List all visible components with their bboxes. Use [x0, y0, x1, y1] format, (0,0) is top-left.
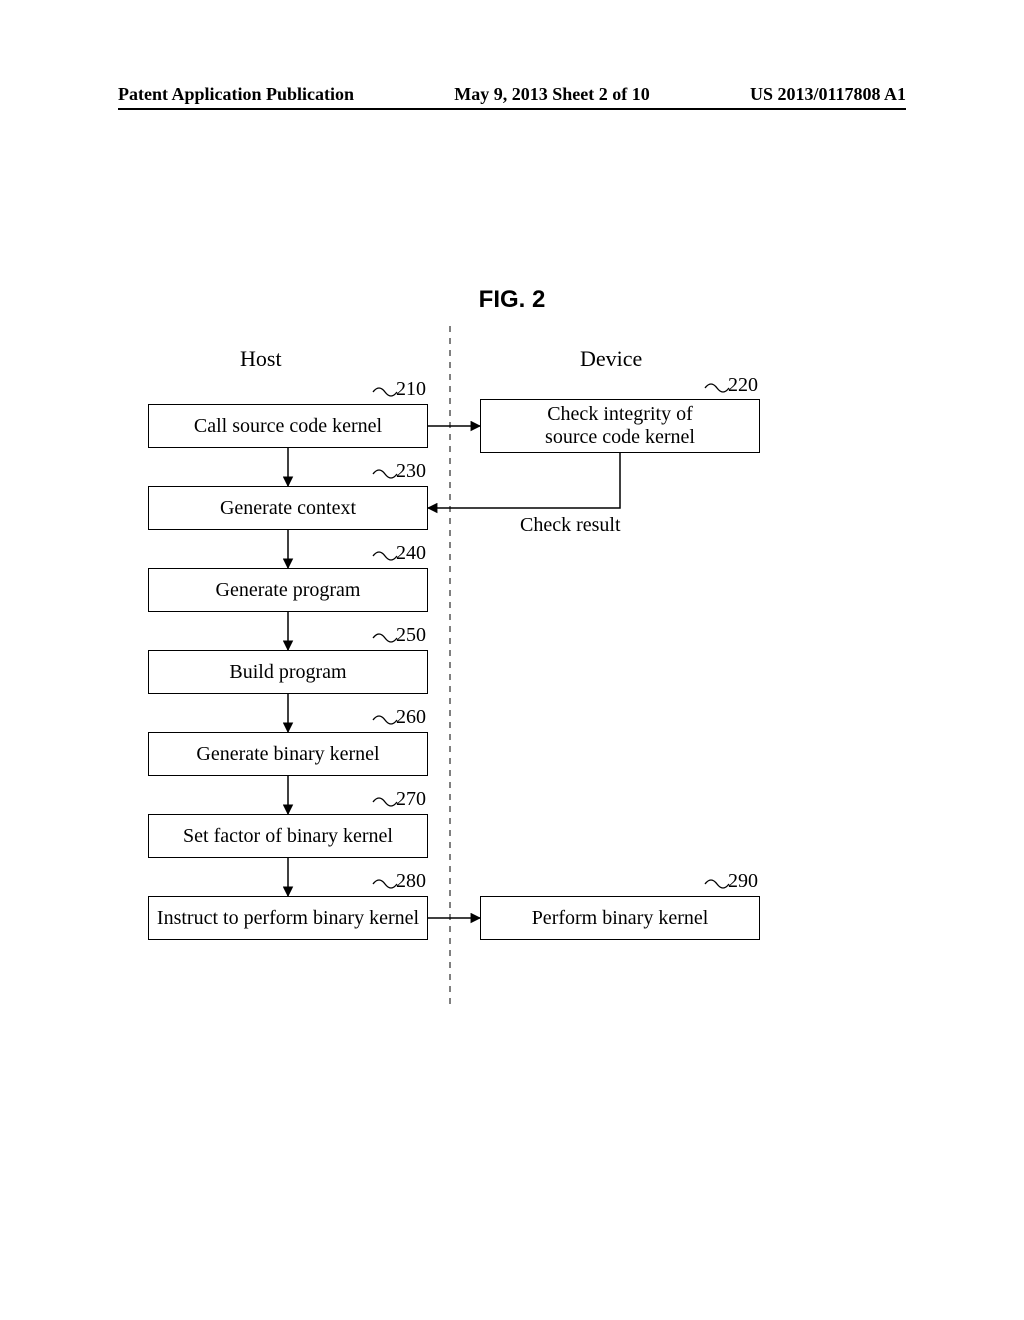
figure-title: FIG. 2 [0, 286, 1024, 314]
flowchart: Host Device Call source code kernel Gene… [130, 326, 894, 1036]
header-left: Patent Application Publication [118, 84, 354, 105]
header-right: US 2013/0117808 A1 [750, 84, 906, 105]
page-header: Patent Application Publication May 9, 20… [0, 84, 1024, 105]
flowchart-arrows [130, 326, 894, 1036]
header-rule [118, 108, 906, 110]
header-mid: May 9, 2013 Sheet 2 of 10 [454, 84, 649, 105]
